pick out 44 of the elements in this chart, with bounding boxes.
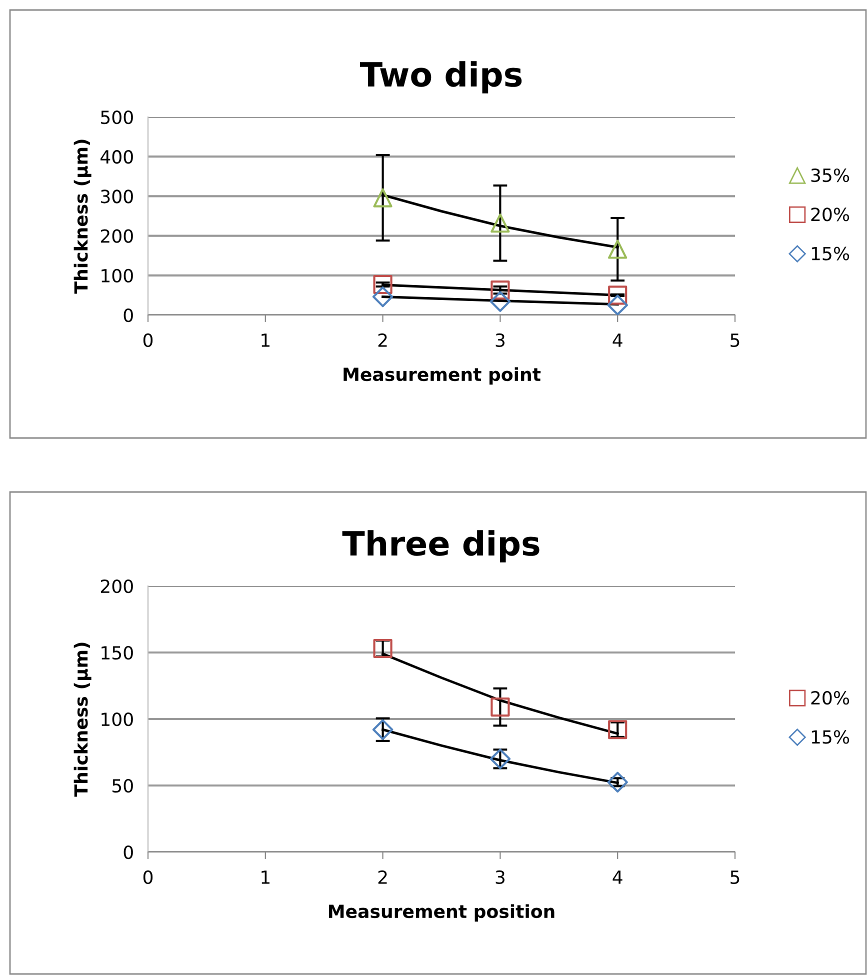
point — [608, 240, 628, 259]
y-tick-label: 0 — [124, 845, 133, 860]
chart-title: Two dips — [360, 61, 522, 94]
point — [490, 214, 510, 233]
legend-label: 15% — [812, 730, 850, 744]
y-tick-label: 0 — [124, 308, 133, 322]
y-tick-label: 200 — [100, 229, 133, 243]
x-tick-label: 0 — [143, 870, 153, 884]
x-tick-label: 3 — [496, 870, 504, 884]
x-tick-label: 2 — [378, 333, 387, 347]
legend-label: 35% — [811, 168, 850, 182]
y-tick-label: 200 — [100, 579, 133, 594]
point — [607, 294, 628, 315]
x-axis-title: Measurement point — [344, 367, 541, 385]
y-tick-label: 100 — [102, 712, 133, 726]
x-tick-label: 4 — [612, 870, 622, 884]
x-tick-label: 4 — [612, 334, 622, 347]
x-axis-title: Measurement position — [329, 904, 554, 922]
y-tick-label: 150 — [102, 646, 133, 660]
y-tick-label: 400 — [100, 150, 133, 164]
y-axis-title: Thickness (µm) — [74, 642, 92, 797]
point — [607, 772, 628, 793]
x-tick-label: 5 — [730, 870, 740, 884]
x-tick-label: 2 — [378, 870, 387, 884]
y-axis-title: Thickness (µm) — [74, 140, 92, 294]
point — [373, 188, 392, 208]
point — [490, 291, 511, 312]
y-tick-label: 100 — [102, 268, 133, 283]
point — [490, 280, 510, 300]
y-tick-label: 300 — [101, 190, 133, 204]
y-tick-label: 50 — [112, 778, 133, 793]
x-tick-label: 5 — [730, 334, 740, 348]
x-tick-label: 1 — [262, 870, 270, 884]
legend-label: 20% — [811, 208, 850, 222]
x-tick-label: 0 — [143, 333, 153, 348]
y-tick-label: 500 — [101, 110, 133, 124]
legend-label: 20% — [811, 691, 850, 705]
x-tick-label: 1 — [262, 334, 270, 347]
chart-title: Three dips — [342, 530, 540, 562]
x-tick-label: 3 — [496, 333, 504, 348]
point — [608, 286, 628, 305]
point — [490, 697, 510, 717]
point — [373, 274, 392, 294]
legend-label: 15% — [812, 246, 850, 260]
